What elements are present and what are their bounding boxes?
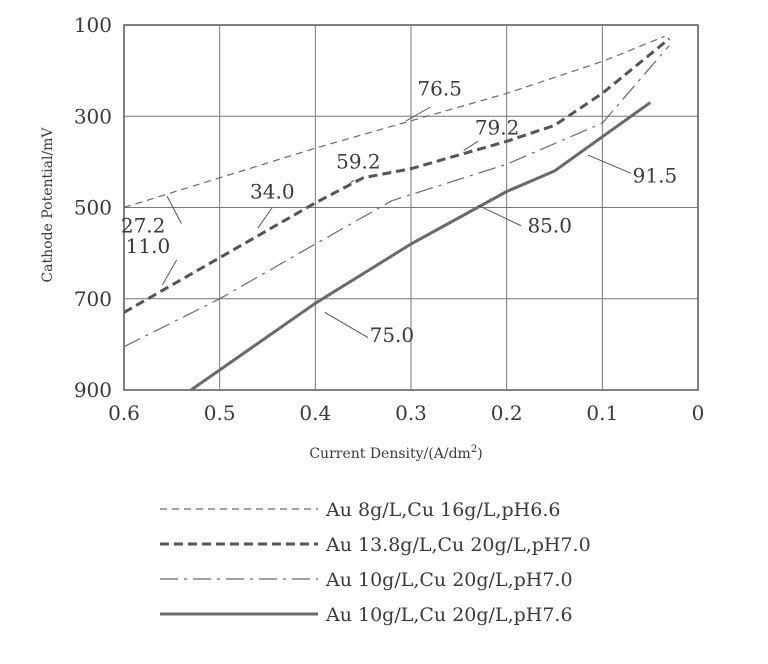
annotation-label: 11.0 xyxy=(126,234,171,258)
annotation-label: 85.0 xyxy=(527,214,572,238)
y-tick-label: 100 xyxy=(74,13,112,37)
annotation-leader-line xyxy=(587,154,632,174)
annotation-leader-line xyxy=(405,106,431,122)
series-line-1 xyxy=(123,35,665,209)
x-axis-title-close: ) xyxy=(477,446,482,462)
x-tick-label: 0.4 xyxy=(299,401,331,425)
y-axis-title: Cathode Potential/mV xyxy=(40,127,56,283)
series-layer xyxy=(123,35,671,392)
annotation-label: 91.5 xyxy=(633,163,678,187)
annotation-leader-line xyxy=(161,259,178,286)
legend-label: Au 10g/L,Cu 20g/L,pH7.6 xyxy=(325,604,573,626)
y-tick-label: 500 xyxy=(74,196,112,220)
annotation-leader-line xyxy=(343,179,354,190)
series-line-3 xyxy=(123,45,670,348)
x-tick-label: 0.6 xyxy=(108,401,140,425)
annotation-label: 34.0 xyxy=(250,179,295,203)
x-tick-label: 0.1 xyxy=(586,401,618,425)
annotation-leader-line xyxy=(166,195,182,224)
legend-label: Au 10g/L,Cu 20g/L,pH7.0 xyxy=(325,569,573,591)
annotation-label: 79.2 xyxy=(475,116,520,140)
legend-label: Au 8g/L,Cu 16g/L,pH6.6 xyxy=(325,499,560,521)
y-tick-label: 300 xyxy=(74,104,112,128)
annotation-leader-line xyxy=(463,140,479,151)
legend-label: Au 13.8g/L,Cu 20g/L,pH7.0 xyxy=(325,534,591,556)
annotation-label: 75.0 xyxy=(370,323,415,347)
x-tick-label: 0 xyxy=(692,401,705,425)
series-line-2 xyxy=(123,37,671,314)
annotation-label: 59.2 xyxy=(336,150,381,174)
y-tick-label: 700 xyxy=(74,287,112,311)
x-axis-title: Current Density/(A/dm2) xyxy=(309,444,482,462)
x-tick-label: 0.3 xyxy=(395,401,427,425)
annotation-leader-line xyxy=(324,312,369,338)
grid-lines xyxy=(124,25,698,390)
x-tick-label: 0.2 xyxy=(491,401,523,425)
annotation-label: 76.5 xyxy=(417,77,462,101)
annotation-leader-line xyxy=(477,204,522,227)
tick-labels: 0.6 0.5 0.4 0.3 0.2 0.1 0 100 300 500 700 900 xyxy=(74,13,705,425)
y-tick-label: 900 xyxy=(74,378,112,402)
x-axis-title-main: Current Density/(A/dm xyxy=(309,446,470,462)
x-axis-title-superscript: 2 xyxy=(471,444,477,455)
annotations-layer: 76.5 79.2 59.2 34.0 91.5 85.0 27.211.0 75.0 xyxy=(121,77,677,347)
annotation-leader-line xyxy=(257,207,273,229)
legend: Au 8g/L,Cu 16g/L,pH6.6 Au 13.8g/L,Cu 20g/… xyxy=(160,499,591,626)
annotation-label: 27.2 xyxy=(121,214,166,238)
x-tick-label: 0.5 xyxy=(204,401,236,425)
series-line-4 xyxy=(190,101,652,392)
